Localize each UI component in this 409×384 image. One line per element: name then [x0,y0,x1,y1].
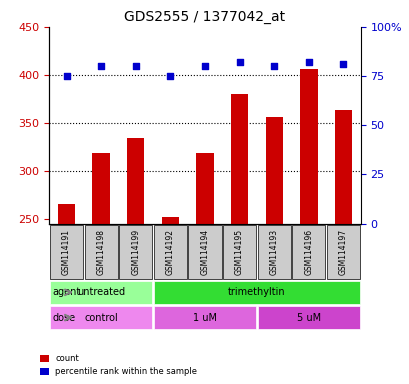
Text: GSM114191: GSM114191 [62,228,71,275]
FancyBboxPatch shape [257,225,290,278]
Bar [58,204,75,223]
FancyBboxPatch shape [153,225,187,278]
FancyBboxPatch shape [119,225,152,278]
Point [305,59,311,65]
Point [63,73,70,79]
FancyBboxPatch shape [326,225,359,278]
Text: GSM114194: GSM114194 [200,228,209,275]
Bar [161,217,179,223]
FancyBboxPatch shape [50,225,83,278]
Text: dose: dose [52,313,75,323]
Text: agent: agent [52,287,81,297]
Point [201,63,208,69]
Point [132,63,139,69]
FancyBboxPatch shape [257,306,359,329]
Text: 1 uM: 1 uM [193,313,216,323]
Point [339,61,346,67]
Text: GSM114195: GSM114195 [234,228,243,275]
Point [167,73,173,79]
Text: trimethyltin: trimethyltin [227,287,285,297]
FancyBboxPatch shape [84,225,117,278]
FancyBboxPatch shape [292,225,325,278]
Text: GSM114193: GSM114193 [269,228,278,275]
Legend: count, percentile rank within the sample: count, percentile rank within the sample [37,351,200,380]
Bar [265,117,282,223]
Text: 5 uM: 5 uM [296,313,320,323]
Bar [92,152,110,223]
Bar [196,154,213,223]
FancyBboxPatch shape [153,281,359,304]
Bar [299,69,317,223]
FancyBboxPatch shape [50,306,152,329]
Text: GSM114199: GSM114199 [131,228,140,275]
Text: untreated: untreated [77,287,125,297]
Bar [230,94,248,223]
Text: GSM114192: GSM114192 [166,228,175,275]
FancyBboxPatch shape [222,225,256,278]
Text: control: control [84,313,118,323]
FancyBboxPatch shape [153,306,256,329]
Bar [127,138,144,223]
Title: GDS2555 / 1377042_at: GDS2555 / 1377042_at [124,10,285,25]
Bar [334,110,351,223]
FancyBboxPatch shape [188,225,221,278]
FancyBboxPatch shape [50,281,152,304]
Point [98,63,104,69]
Point [236,59,242,65]
Text: GSM114196: GSM114196 [303,228,312,275]
Text: GSM114197: GSM114197 [338,228,347,275]
Point [270,63,277,69]
Text: GSM114198: GSM114198 [97,228,106,275]
